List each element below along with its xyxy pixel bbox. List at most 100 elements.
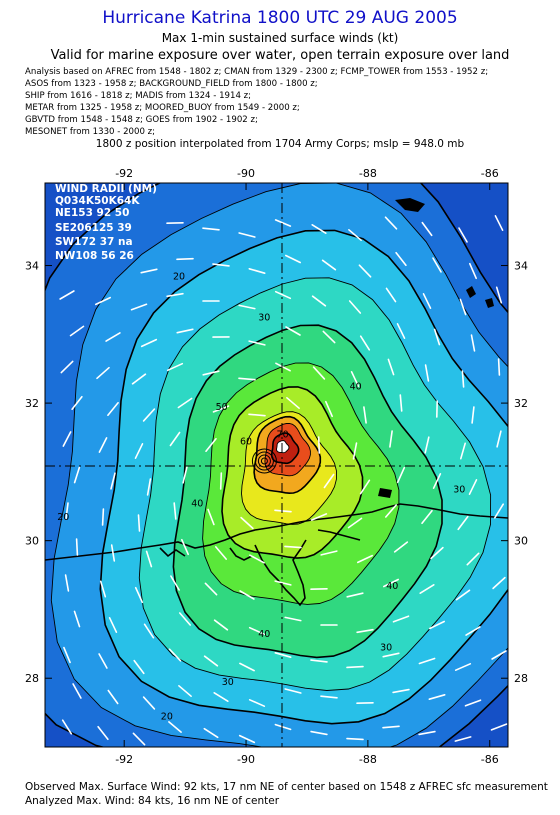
wind-barb [130,303,148,311]
lat-tick-label: 28 [25,672,39,685]
position-line: 1800 z position interpolated from 1704 A… [95,138,465,150]
wind-barb [61,719,73,735]
wind-barb [238,377,256,381]
lon-tick-label: -88 [359,167,377,180]
wind-barb [459,298,467,316]
wind-barb [455,589,471,601]
wind-barb [392,615,410,623]
wind-barb [311,295,327,307]
wind-barb [323,473,335,489]
wind-barb [317,436,321,454]
wind-barb [203,727,219,739]
contour-label: 70 [277,429,289,440]
wind-barb [320,695,338,699]
wind-barb [140,268,158,274]
isotach-line [172,324,443,659]
wind-barb [348,229,362,241]
wind-barb [358,264,372,278]
wind-barb [324,400,334,418]
wind-barb [497,358,501,376]
wind-barb [396,466,406,484]
wind-barb [466,552,480,566]
wind-barb [248,626,266,636]
contour-labels: 20 30 40 50 60 70 40 20 30 40 40 30 30 20 [57,271,465,722]
source-line: Analysis based on AFREC from 1548 - 1802… [25,67,489,77]
wind-barb [418,657,436,665]
wind-barb [110,544,116,562]
wind-barb [465,626,481,636]
plot-frame [44,182,509,748]
wind-barb [213,619,229,631]
wind-barb [310,659,328,663]
wind-barb [110,472,116,490]
wind-barb [133,659,145,675]
wind-barb [385,287,397,303]
wind-barb [432,472,442,490]
wind-barb [96,366,110,380]
wind-barb [421,221,433,237]
wind-band [276,440,289,453]
wind-barb [248,267,266,275]
wind-barb [274,723,292,731]
wind-barb [428,693,446,701]
contour-label: 30 [222,677,234,688]
lat-tick-label: 34 [25,260,39,273]
wind-barb [356,554,374,564]
wind-barb [322,330,336,344]
wind-barb [284,688,302,694]
wind-barb [395,251,407,267]
analyzed-max-wind: Analyzed Max. Wind: 84 kts, 16 nm NE of … [25,795,280,807]
wind-barb [176,328,194,334]
wind-barb [382,578,400,588]
source-line: ASOS from 1323 - 1958 z; BACKGROUND_FIEL… [25,79,318,89]
wind-barbs [59,215,508,746]
wind-barb [142,408,156,422]
source-line: SHIP from 1616 - 1818 z; MADIS from 1324… [25,91,252,101]
wind-barb [140,338,158,348]
wind-barb [73,610,81,628]
wind-barb [428,620,446,630]
contour-label: 20 [173,271,185,282]
isotach-line [241,411,337,525]
wind-barb [238,232,256,238]
wind-barb [419,583,435,595]
wind-barb [284,616,302,622]
contour-label: 40 [191,498,203,509]
lat-tick-label: 34 [514,260,528,273]
wind-barb [491,650,507,660]
wind-barb [384,504,398,518]
wind-barb [169,431,181,447]
wind-barb [132,732,146,746]
isotach-line [276,440,290,454]
isotach-line [202,362,400,605]
wind-barb [239,590,255,600]
wind-barb [494,215,504,231]
isotach-line [138,277,492,691]
wind-barb [396,322,406,340]
radii-row-se: SE206125 39 [55,222,132,234]
wind-barb [97,725,109,741]
wind-barb [239,662,255,672]
wind-barb [143,623,155,639]
wind-barb [496,430,502,448]
wind-barb [346,665,364,669]
wind-barb [166,292,184,298]
wind-barb [346,592,364,598]
wind-barb [168,721,182,733]
wind-barb [457,515,469,531]
radii-columns: Q034K50K64K [55,195,140,207]
wind-barb [202,227,220,231]
wind-barb [389,430,393,448]
wind-barb [98,653,108,669]
wind-barb [146,478,152,496]
wind-barb [286,396,300,410]
wind-barb [238,304,256,310]
wind-barb [352,442,358,460]
source-line: GBVTD from 1548 - 1548 z; GOES from 1902… [25,115,258,125]
wind-barb [458,227,468,243]
wind-barb [62,431,72,447]
wind-barb [72,683,82,699]
wind-barb [64,574,70,592]
contour-label: 50 [216,402,228,413]
wind-barb [215,546,227,560]
